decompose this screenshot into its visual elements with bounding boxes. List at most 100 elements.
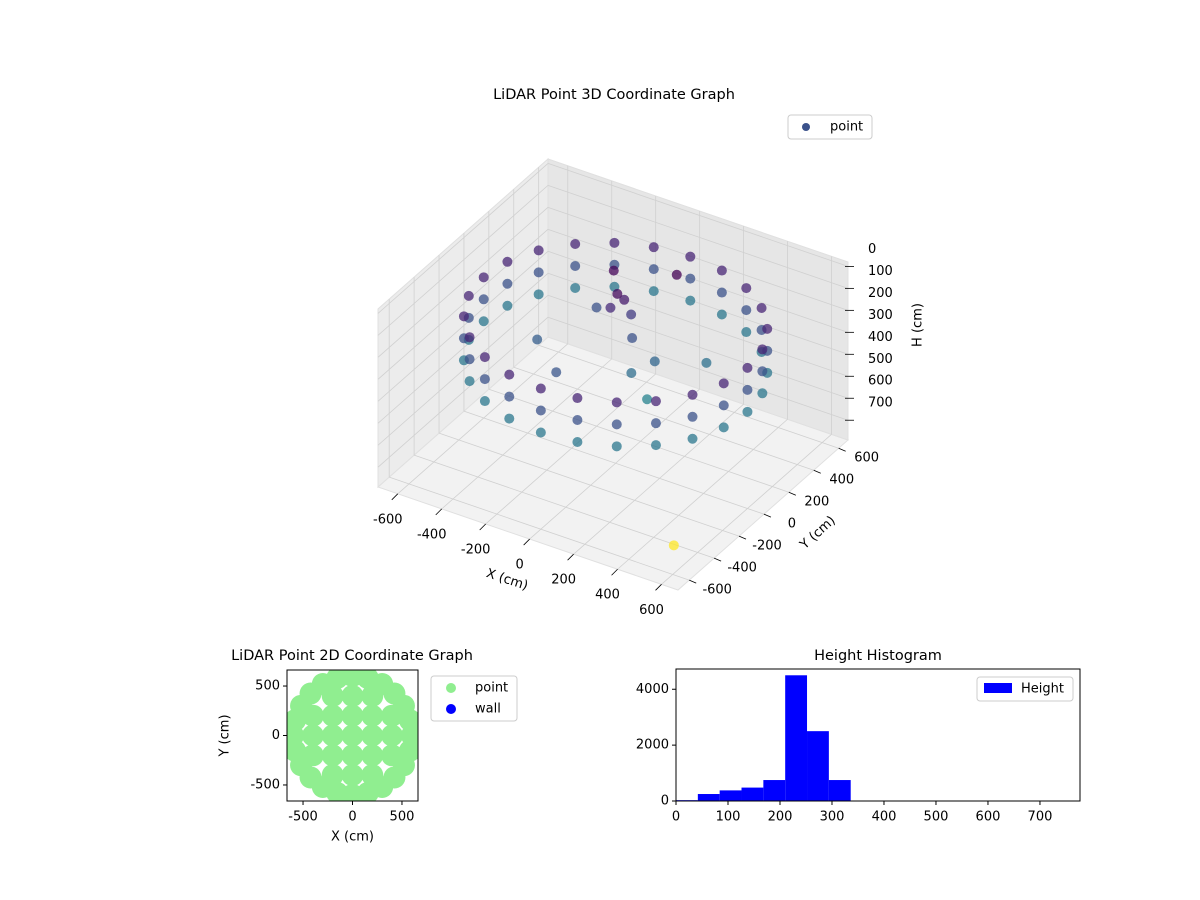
point — [504, 369, 515, 380]
point — [504, 413, 515, 424]
point — [718, 400, 729, 411]
y-tick-label: 200 — [804, 495, 829, 510]
legend-marker — [446, 704, 456, 714]
grid-line — [377, 229, 549, 380]
point — [464, 354, 475, 365]
z-tick-label: 500 — [868, 352, 893, 367]
y-tick-label: -500 — [250, 777, 280, 792]
point — [479, 374, 490, 385]
point — [718, 378, 729, 389]
grid-line — [661, 434, 832, 585]
point — [570, 239, 581, 250]
tick-mark — [813, 469, 821, 474]
chart-title: LiDAR Point 2D Coordinate Graph — [231, 648, 473, 664]
point — [463, 290, 474, 301]
chart-title: LiDAR Point 3D Coordinate Graph — [493, 87, 735, 103]
plot-2d: -500 0 500 -500 0 500 X (cm) Y (cm) point wall — [218, 669, 518, 845]
z-tick-label: 300 — [868, 308, 893, 323]
point — [718, 422, 729, 433]
x-tick-label: 600 — [976, 810, 1001, 825]
point — [626, 309, 637, 320]
tick-mark — [435, 508, 443, 516]
point — [687, 433, 698, 444]
tick-mark — [611, 568, 618, 576]
point — [741, 327, 752, 338]
x-tick-label: 500 — [390, 810, 415, 825]
x-tick-label: 200 — [551, 573, 576, 588]
point — [570, 282, 581, 293]
plot-area — [287, 670, 418, 801]
point — [668, 540, 679, 551]
y-tick-label: 0 — [788, 517, 796, 532]
point — [533, 267, 544, 278]
chart-title: Height Histogram — [814, 648, 942, 664]
point — [535, 383, 546, 394]
bar — [807, 731, 829, 801]
point — [608, 265, 619, 276]
x-tick-label: 400 — [872, 810, 897, 825]
legend-marker — [802, 123, 810, 131]
point — [361, 744, 384, 767]
grid-line — [547, 206, 849, 311]
grid-line — [413, 454, 715, 559]
x-tick-label: 500 — [924, 810, 949, 825]
point — [762, 323, 773, 334]
legend-label: wall — [475, 702, 501, 717]
point — [716, 265, 727, 276]
grid-line — [485, 373, 656, 525]
point — [642, 394, 653, 405]
tick-mark — [763, 513, 772, 518]
point — [398, 739, 418, 762]
point — [612, 288, 623, 299]
point — [611, 441, 622, 452]
point — [742, 384, 753, 395]
point — [685, 273, 696, 284]
point — [609, 237, 620, 248]
point — [478, 294, 489, 305]
point — [341, 684, 364, 707]
z-tick-label: 0 — [868, 242, 876, 257]
point — [619, 294, 630, 305]
tick-mark — [479, 523, 486, 531]
point — [341, 724, 364, 747]
point — [301, 724, 324, 747]
y-tick-label: -400 — [727, 561, 757, 576]
point — [479, 396, 490, 407]
axes-frame — [675, 668, 1081, 802]
bar — [741, 787, 764, 801]
point — [478, 272, 489, 283]
z-tick-label: 400 — [868, 330, 893, 345]
point — [464, 332, 475, 343]
z-tick-label: 100 — [868, 264, 893, 279]
bar — [719, 790, 742, 801]
point — [341, 744, 364, 767]
plot-3d: -600-400-2000200400600-600-400-200020040… — [373, 114, 926, 618]
point — [687, 411, 698, 422]
y-tick-label: 2000 — [636, 738, 669, 753]
point — [648, 264, 659, 275]
x-tick-label: -600 — [373, 512, 403, 527]
point — [464, 376, 475, 387]
point — [685, 251, 696, 262]
point — [671, 269, 682, 280]
point — [535, 405, 546, 416]
point — [627, 333, 638, 344]
x-tick-label: 0 — [672, 810, 680, 825]
tick-mark — [713, 557, 722, 562]
grid-line — [547, 272, 849, 377]
point — [687, 389, 698, 400]
grid-line — [547, 250, 849, 355]
point — [502, 278, 513, 289]
point — [701, 357, 712, 368]
point — [381, 704, 404, 727]
y-tick-label: -200 — [752, 539, 782, 554]
x-tick-label: 700 — [1028, 810, 1053, 825]
grid-line — [397, 343, 569, 495]
point — [478, 316, 489, 327]
z-axis-label: H (cm) — [911, 303, 926, 347]
y-tick-label: 0 — [272, 728, 280, 743]
point — [757, 366, 768, 377]
grid-line — [441, 358, 613, 510]
point — [605, 302, 616, 313]
